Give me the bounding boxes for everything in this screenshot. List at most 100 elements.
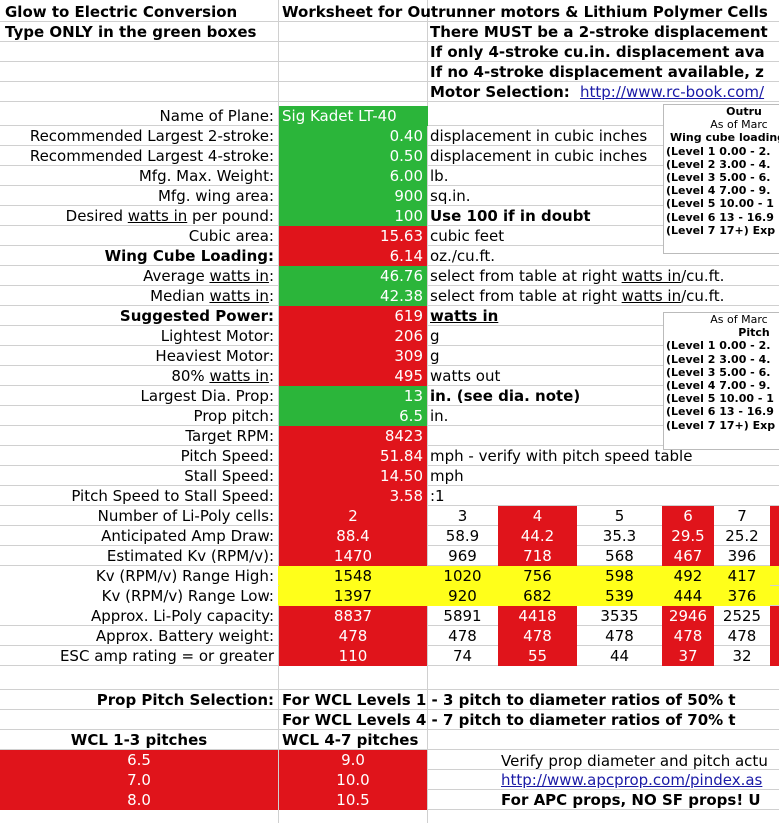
- grid-line: [278, 0, 279, 823]
- watts-per-pound-label: Desired watts in per pound:: [0, 206, 278, 226]
- row-cells: Approx. Li-Poly capacity: 8837 5891 4418…: [0, 606, 779, 626]
- table-header: Pitch: [738, 326, 770, 340]
- input-cell[interactable]: 900: [279, 186, 427, 206]
- row-pitch: 8.0 10.5 For APC props, NO SF props! U: [0, 790, 779, 810]
- sheet-subtitle: Worksheet for Outrunner motors & Lithium…: [282, 3, 768, 21]
- cell-value: 6: [662, 506, 714, 526]
- median-watts-cell[interactable]: 42.38: [279, 286, 427, 306]
- cell-value: 478: [498, 626, 577, 646]
- row-result: 80% watts in: 495 watts out: [0, 366, 779, 386]
- row-input: Recommended Largest 2-stroke: 0.40 displ…: [0, 126, 779, 146]
- label-part: per pound:: [187, 207, 274, 225]
- row-result: Largest Dia. Prop: 13 in. (see dia. note…: [0, 386, 779, 406]
- cell-value: 5891: [443, 607, 482, 625]
- prop-pitch-input[interactable]: 6.5: [279, 406, 427, 426]
- cell-value: 29.5: [662, 526, 714, 546]
- input-label: Mfg. wing area:: [157, 187, 274, 205]
- cell-value: 2525: [722, 607, 762, 625]
- cell-value: 1020: [427, 566, 498, 586]
- label-part: watts in: [127, 207, 188, 225]
- row-cells: Estimated Kv (RPM/v): 1470 969 718 568 4…: [0, 546, 779, 566]
- cell-value: 568: [605, 547, 634, 565]
- unit-label: displacement in cubic inches: [430, 147, 648, 165]
- apc-prop-link[interactable]: http://www.apcprop.com/pindex.as: [501, 771, 763, 789]
- result-cell: 206: [279, 326, 427, 346]
- label-part: /cu.ft.: [681, 267, 725, 285]
- row-input: Mfg. wing area: 900 sq.in.: [0, 186, 779, 206]
- result-label: Suggested Power:: [119, 307, 274, 325]
- wing-cube-loading-table: Outru As of Marc Wing cube loading (Leve…: [663, 104, 779, 254]
- cell-value: 598: [577, 566, 662, 586]
- level-item: (Level 3 5.00 - 6.: [666, 365, 771, 379]
- row-cells: Number of Li-Poly cells: 2 3 4 5 6 7: [0, 506, 779, 526]
- pitch-value: 10.5: [279, 790, 427, 810]
- level-item: (Level 6 13 - 16.9: [666, 210, 774, 224]
- result-cell: 51.84: [279, 446, 427, 466]
- note-no-4stroke: If no 4-stroke displacement available, z: [430, 63, 764, 81]
- cell-value: 2: [279, 506, 427, 526]
- cell-value: 7: [737, 507, 747, 525]
- cell-value: 88.4: [279, 526, 427, 546]
- avg-watts-cell[interactable]: 46.76: [279, 266, 427, 286]
- table-date: As of Marc: [710, 118, 768, 132]
- cell-value: 467: [662, 546, 714, 566]
- label-part: watts in: [209, 267, 269, 285]
- cell-value: 35.3: [602, 527, 637, 545]
- row-input: Mfg. Max. Weight: 6.00 lb.: [0, 166, 779, 186]
- cell-value: 718: [498, 546, 577, 566]
- plane-name-label: Name of Plane:: [159, 107, 274, 125]
- input-cell[interactable]: 0.50: [279, 146, 427, 166]
- cell-value: 32: [732, 647, 752, 665]
- label-part: Median: [150, 287, 210, 305]
- result-label: Target RPM:: [185, 427, 274, 445]
- row-result: Average watts in: 46.76 select from tabl…: [0, 266, 779, 286]
- pitch-value: 10.0: [279, 770, 427, 790]
- pitch-speed-table: As of Marc Pitch (Level 1 0.00 - 2. (Lev…: [663, 312, 779, 450]
- row-result: Prop pitch: 6.5 in.: [0, 406, 779, 426]
- unit-label: oz./cu.ft.: [430, 247, 496, 265]
- grid-line: [427, 0, 428, 823]
- unit-label: mph: [430, 467, 464, 485]
- cell-value: 478: [448, 627, 477, 645]
- table-header: Wing cube loading: [670, 131, 779, 145]
- label-part: 80%: [171, 367, 210, 385]
- plane-name-input[interactable]: Sig Kadet LT-40: [279, 106, 428, 126]
- label-part: Average: [143, 267, 210, 285]
- row-result: Wing Cube Loading: 6.14 oz./cu.ft.: [0, 246, 779, 266]
- spacer-row: [0, 666, 779, 690]
- label-part: select from table at right: [430, 287, 622, 305]
- cells-label: Kv (RPM/v) Range Low:: [0, 586, 278, 606]
- verify-text: Verify prop diameter and pitch actu: [501, 752, 768, 770]
- unit-label: select from table at right watts in/cu.f…: [427, 266, 779, 286]
- cell-overflow: [770, 546, 779, 566]
- prop-diameter-input[interactable]: 13: [279, 386, 427, 406]
- level-item: (Level 1 0.00 - 2.: [666, 144, 771, 158]
- label-part: /cu.ft.: [681, 287, 725, 305]
- result-cell: 619: [279, 306, 427, 326]
- unit-label: :1: [430, 487, 445, 505]
- watts-per-pound-input[interactable]: 100: [279, 206, 427, 226]
- result-label: Prop pitch:: [193, 407, 274, 425]
- level-item: (Level 4 7.00 - 9.: [666, 184, 771, 198]
- level-item: (Level 1 0.00 - 2.: [666, 339, 771, 353]
- pitch-value: 9.0: [279, 750, 427, 770]
- cell-value: 1397: [279, 586, 427, 606]
- motor-selection-label: Motor Selection:: [430, 83, 570, 101]
- cell-value: 55: [498, 646, 577, 666]
- cell-value: 417: [714, 566, 770, 586]
- level-item: (Level 3 5.00 - 6.: [666, 171, 771, 185]
- motor-selection-link[interactable]: http://www.rc-book.com/: [580, 83, 765, 101]
- cell-value: 4418: [498, 606, 577, 626]
- row-motor-selection: Motor Selection: http://www.rc-book.com/: [0, 82, 779, 102]
- label-part: :: [268, 367, 274, 385]
- result-cell: 14.50: [279, 466, 427, 486]
- input-cell[interactable]: 0.40: [279, 126, 427, 146]
- label-part: watts in: [621, 267, 682, 285]
- unit-label: in. (see dia. note): [430, 387, 581, 405]
- input-cell[interactable]: 6.00: [279, 166, 427, 186]
- row-plane-name: Name of Plane: Sig Kadet LT-40: [0, 106, 779, 126]
- unit-label: g: [430, 327, 440, 345]
- unit-label: watts in: [430, 307, 499, 325]
- cell-value: 444: [662, 586, 714, 606]
